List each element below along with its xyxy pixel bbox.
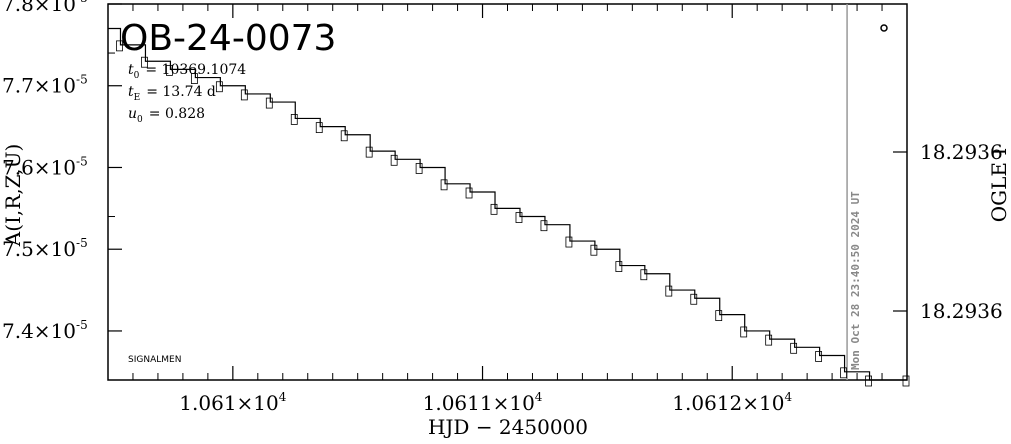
now-marker-label: Mon Oct 28 23:40:50 2024 UT (849, 191, 862, 370)
fit-parameters: t0 = 10369.1074 tE = 13.74 d u0 = 0.828 (128, 62, 246, 125)
y-axis-label-left: A(I,R,Z,U) (1, 144, 25, 247)
data-point (290, 114, 298, 125)
data-point (365, 146, 373, 158)
y-axis-ticks: 7.8×10-5 7.7×10-5 7.6×10-5 7.5×10-5 7.4×10-5 (2, 0, 122, 343)
y-tick-label: 7.8×10-5 (2, 0, 88, 16)
data-point (190, 73, 198, 84)
y-tick-label: 7.4×10-5 (2, 318, 88, 343)
data-points (116, 40, 910, 387)
right-tick-label: 18.2936 (920, 299, 1003, 323)
event-title: OB-24-0073 (120, 18, 336, 59)
data-point (315, 122, 323, 134)
data-point (490, 203, 498, 215)
legend-marker (880, 24, 888, 32)
data-point (902, 375, 910, 387)
y-tick-label: 7.6×10-5 (2, 154, 88, 179)
data-point (715, 310, 723, 322)
fit-parameter: tE = 13.74 d (128, 84, 216, 103)
x-tick-label: 1.0611×104 (423, 390, 543, 415)
plot-frame (107, 3, 908, 381)
fit-parameter: u0 = 0.828 (128, 106, 205, 125)
data-point (141, 56, 148, 68)
x-axis-ticks: 1.061×104 1.0611×104 1.0612×104 (132, 4, 883, 415)
fit-parameter: t0 = 10369.1074 (128, 62, 246, 81)
data-point (815, 351, 823, 362)
credit-label: SIGNALMEN (128, 355, 181, 365)
data-point (415, 163, 423, 174)
y-tick-label: 7.7×10-5 (2, 73, 88, 98)
x-tick-label: 1.0612×104 (672, 390, 792, 415)
data-point (540, 220, 548, 232)
data-point (465, 187, 473, 199)
right-axis-ticks: 18.2936 18.2936 (893, 140, 1003, 323)
data-point (690, 293, 698, 305)
x-axis-label: HJD − 2450000 (428, 415, 588, 439)
right-tick-label: 18.2936 (920, 140, 1003, 164)
data-point (340, 130, 348, 142)
data-point (765, 334, 773, 346)
data-point (790, 342, 798, 354)
data-point (665, 285, 673, 297)
data-point (440, 179, 448, 191)
data-point (640, 269, 648, 281)
data-point (215, 81, 223, 93)
data-point (590, 244, 598, 256)
data-point (240, 89, 248, 101)
data-point (615, 261, 623, 272)
data-point (265, 97, 273, 109)
data-point (515, 212, 523, 223)
data-point (865, 375, 872, 387)
y-axis-label-right: OGLE I (987, 148, 1011, 223)
y-tick-label: 7.5×10-5 (2, 236, 88, 261)
data-point (116, 40, 123, 52)
data-point (565, 236, 573, 248)
x-tick-label: 1.061×104 (179, 390, 286, 415)
data-point (840, 367, 847, 379)
data-point (390, 154, 398, 166)
data-point (166, 64, 173, 76)
data-point (740, 326, 748, 338)
model-curve (108, 27, 907, 381)
